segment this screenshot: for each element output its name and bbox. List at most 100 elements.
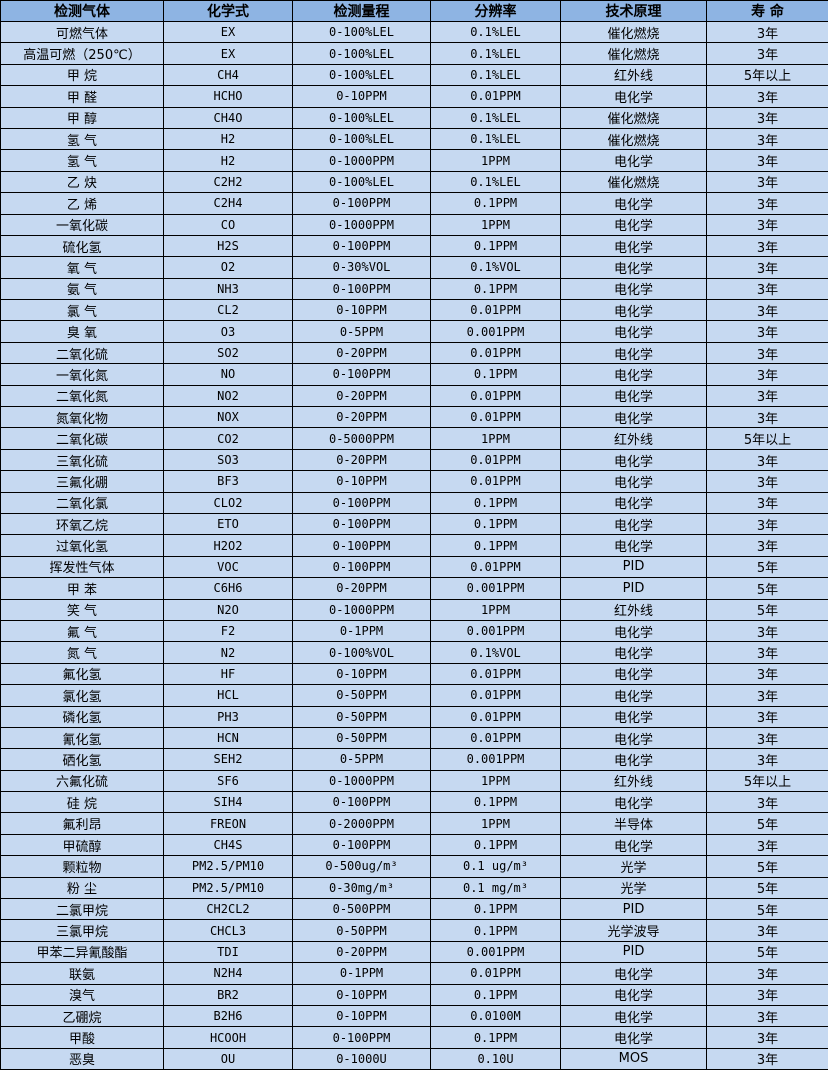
- gas-name-cell: 二氧化碳: [0, 427, 164, 450]
- formula-cell: SO2: [163, 341, 293, 365]
- table-row: 磷化氢 PH3 0-50PPM 0.01PPM 电化学 3年: [0, 705, 828, 728]
- resolution-cell: 0.1%VOL: [430, 641, 561, 664]
- formula-cell: NO: [163, 363, 293, 386]
- gas-name-cell: 甲 烷: [0, 63, 164, 87]
- formula-cell: CH2CL2: [163, 898, 293, 921]
- lifespan-cell: 5年以上: [706, 63, 828, 87]
- resolution-cell: 0.1PPM: [430, 833, 561, 857]
- table-row: 高温可燃（250℃） EX 0-100%LEL 0.1%LEL 催化燃烧 3年: [0, 42, 828, 65]
- formula-cell: HCL: [163, 684, 293, 707]
- range-cell: 0-20PPM: [292, 406, 431, 429]
- formula-cell: TDI: [163, 940, 293, 964]
- table-row: 二氧化氮 NO2 0-20PPM 0.01PPM 电化学 3年: [0, 384, 828, 408]
- principle-cell: 电化学: [560, 983, 707, 1006]
- table-row: 甲酸 HCOOH 0-100PPM 0.1PPM 电化学 3年: [0, 1026, 828, 1049]
- table-row: 六氟化硫 SF6 0-1000PPM 1PPM 红外线 5年以上: [0, 769, 828, 793]
- gas-name-cell: 氟利昂: [0, 812, 164, 835]
- principle-cell: 红外线: [560, 427, 707, 450]
- lifespan-cell: 5年: [706, 855, 828, 878]
- principle-cell: PID: [560, 555, 707, 579]
- formula-cell: FREON: [163, 812, 293, 835]
- range-cell: 0-100%LEL: [292, 42, 431, 65]
- table-row: 氯 气 CL2 0-10PPM 0.01PPM 电化学 3年: [0, 299, 828, 322]
- resolution-cell: 1PPM: [430, 598, 561, 621]
- resolution-cell: 0.1PPM: [430, 898, 561, 921]
- lifespan-cell: 3年: [706, 791, 828, 814]
- table-row: 氰化氢 HCN 0-50PPM 0.01PPM 电化学 3年: [0, 726, 828, 750]
- resolution-cell: 1PPM: [430, 812, 561, 835]
- gas-name-cell: 乙 烯: [0, 192, 164, 215]
- range-cell: 0-50PPM: [292, 705, 431, 728]
- principle-cell: 电化学: [560, 534, 707, 557]
- table-row: 联氨 N2H4 0-1PPM 0.01PPM 电化学 3年: [0, 962, 828, 985]
- range-cell: 0-2000PPM: [292, 812, 431, 835]
- table-row: 硫化氢 H2S 0-100PPM 0.1PPM 电化学 3年: [0, 234, 828, 258]
- table-row: 二氧化氯 CLO2 0-100PPM 0.1PPM 电化学 3年: [0, 491, 828, 514]
- range-cell: 0-100%LEL: [292, 63, 431, 87]
- lifespan-cell: 3年: [706, 919, 828, 942]
- resolution-cell: 0.001PPM: [430, 619, 561, 643]
- table-row: 甲 醇 CH4O 0-100%LEL 0.1%LEL 催化燃烧 3年: [0, 106, 828, 129]
- table-row: 甲硫醇 CH4S 0-100PPM 0.1PPM 电化学 3年: [0, 833, 828, 857]
- lifespan-cell: 3年: [706, 1026, 828, 1049]
- formula-cell: H2: [163, 127, 293, 151]
- formula-cell: OU: [163, 1047, 293, 1071]
- resolution-cell: 0.1%LEL: [430, 63, 561, 87]
- principle-cell: 催化燃烧: [560, 106, 707, 129]
- principle-cell: 电化学: [560, 1004, 707, 1028]
- gas-name-cell: 臭 氧: [0, 320, 164, 343]
- range-cell: 0-100%LEL: [292, 106, 431, 129]
- gas-name-cell: 乙硼烷: [0, 1004, 164, 1028]
- resolution-cell: 0.1PPM: [430, 534, 561, 557]
- gas-name-cell: 氰化氢: [0, 726, 164, 750]
- principle-cell: PID: [560, 577, 707, 600]
- gas-name-cell: 氮氧化物: [0, 406, 164, 429]
- gas-name-cell: 一氧化碳: [0, 213, 164, 236]
- gas-name-cell: 氨 气: [0, 277, 164, 301]
- table-row: 氟 气 F2 0-1PPM 0.001PPM 电化学 3年: [0, 619, 828, 643]
- formula-cell: HF: [163, 662, 293, 686]
- range-cell: 0-10PPM: [292, 299, 431, 322]
- principle-cell: 电化学: [560, 791, 707, 814]
- gas-name-cell: 颗粒物: [0, 855, 164, 878]
- range-cell: 0-5000PPM: [292, 427, 431, 450]
- formula-cell: VOC: [163, 555, 293, 579]
- formula-cell: CH4: [163, 63, 293, 87]
- formula-cell: PH3: [163, 705, 293, 728]
- principle-cell: MOS: [560, 1047, 707, 1071]
- lifespan-cell: 5年: [706, 598, 828, 621]
- principle-cell: 电化学: [560, 641, 707, 664]
- lifespan-cell: 5年: [706, 940, 828, 964]
- range-cell: 0-100PPM: [292, 491, 431, 514]
- lifespan-cell: 3年: [706, 213, 828, 236]
- formula-cell: HCHO: [163, 85, 293, 108]
- lifespan-cell: 3年: [706, 470, 828, 493]
- gas-name-cell: 二氧化氯: [0, 491, 164, 514]
- range-cell: 0-20PPM: [292, 384, 431, 408]
- formula-cell: SEH2: [163, 748, 293, 771]
- resolution-cell: 0.01PPM: [430, 299, 561, 322]
- resolution-cell: 0.1PPM: [430, 277, 561, 301]
- range-cell: 0-1000PPM: [292, 769, 431, 793]
- table-row: 甲 烷 CH4 0-100%LEL 0.1%LEL 红外线 5年以上: [0, 63, 828, 87]
- gas-name-cell: 一氧化氮: [0, 363, 164, 386]
- formula-cell: O2: [163, 256, 293, 279]
- resolution-cell: 0.01PPM: [430, 662, 561, 686]
- principle-cell: 电化学: [560, 448, 707, 472]
- principle-cell: 电化学: [560, 1026, 707, 1049]
- resolution-cell: 0.01PPM: [430, 705, 561, 728]
- table-row: 氧 气 O2 0-30%VOL 0.1%VOL 电化学 3年: [0, 256, 828, 279]
- resolution-cell: 0.01PPM: [430, 726, 561, 750]
- principle-cell: 电化学: [560, 962, 707, 985]
- header-range: 检测量程: [292, 0, 431, 22]
- resolution-cell: 0.001PPM: [430, 320, 561, 343]
- range-cell: 0-30%VOL: [292, 256, 431, 279]
- principle-cell: 电化学: [560, 491, 707, 514]
- gas-name-cell: 硫化氢: [0, 234, 164, 258]
- lifespan-cell: 5年以上: [706, 769, 828, 793]
- range-cell: 0-1PPM: [292, 962, 431, 985]
- principle-cell: 电化学: [560, 299, 707, 322]
- lifespan-cell: 3年: [706, 534, 828, 557]
- formula-cell: CHCL3: [163, 919, 293, 942]
- table-row: 乙 炔 C2H2 0-100%LEL 0.1%LEL 催化燃烧 3年: [0, 170, 828, 194]
